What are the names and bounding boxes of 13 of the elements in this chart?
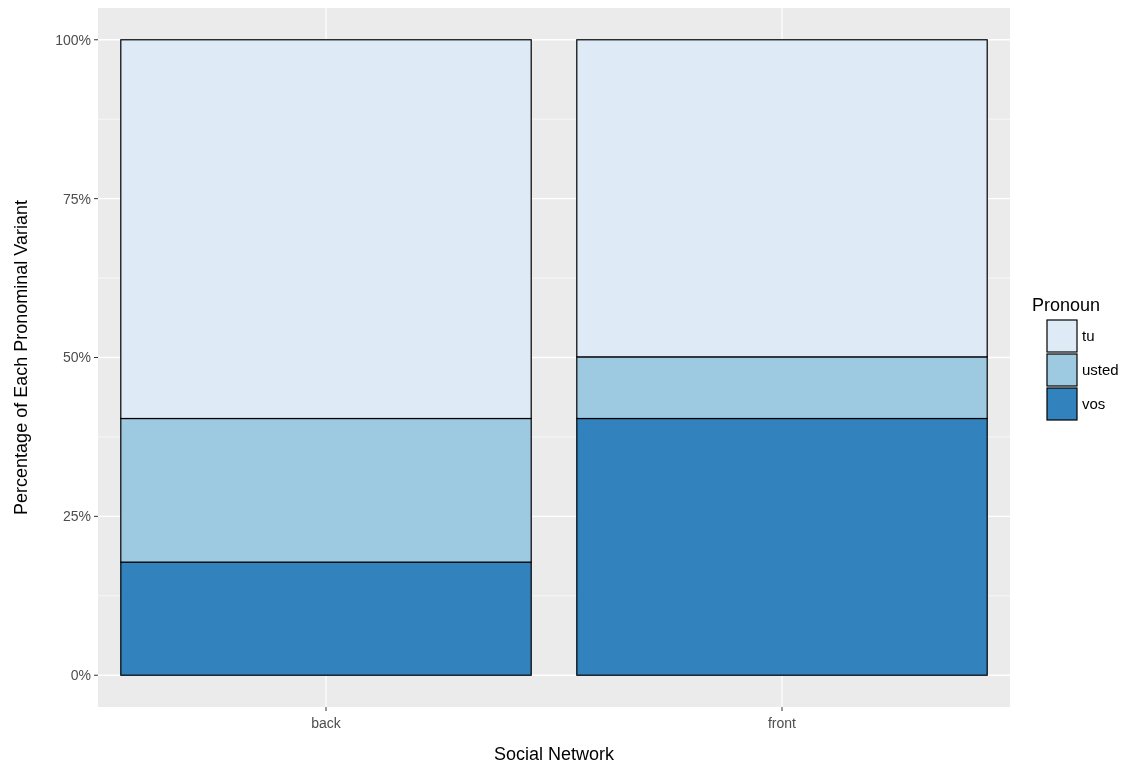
y-tick-label: 50% (62, 349, 91, 366)
y-tick-label: 100% (55, 31, 91, 48)
y-tick-label: 75% (62, 190, 91, 207)
legend-label: usted (1082, 361, 1119, 379)
y-tick-label: 25% (62, 508, 91, 525)
legend-label: tu (1082, 327, 1095, 345)
x-tick-label: back (311, 715, 342, 731)
x-axis-title: Social Network (493, 744, 616, 764)
y-tick-label: 0% (70, 667, 91, 684)
x-tick-label: front (767, 715, 797, 731)
y-axis-title: Percentage of Each Pronominal Variant (11, 200, 31, 515)
legend-title: Pronoun (1032, 295, 1101, 315)
legend-label: vos (1082, 395, 1106, 413)
